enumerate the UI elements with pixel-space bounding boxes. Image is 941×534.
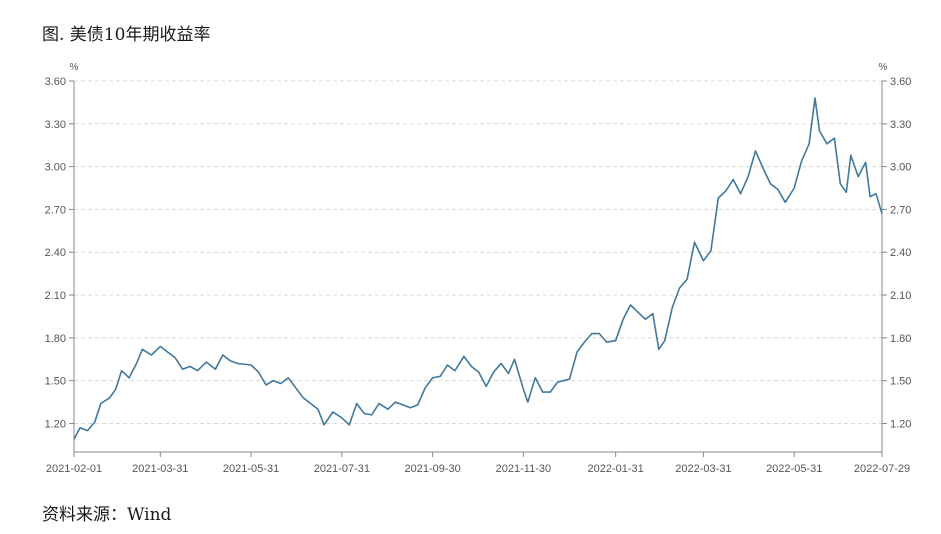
right-y-tick-label-0: 3.60 — [890, 76, 911, 88]
gridlines — [74, 80, 882, 424]
figure-title: 图. 美债10年期收益率 — [42, 25, 211, 45]
x-tick-label-8: 2022-05-31 — [766, 463, 822, 475]
right-y-tick-label-1: 3.30 — [890, 119, 911, 131]
left-y-tick-label-5: 2.10 — [45, 290, 66, 302]
x-tick-label-2: 2021-05-31 — [223, 463, 279, 475]
left-y-tick-label-3: 2.70 — [45, 204, 66, 216]
left-y-tick-label-8: 1.20 — [45, 418, 66, 430]
x-tick-label-6: 2022-01-31 — [588, 463, 644, 475]
right-y-tick-label-2: 3.00 — [890, 162, 911, 174]
right-y-tick-label-8: 1.20 — [890, 418, 911, 430]
right-y-tick-label-7: 1.50 — [890, 376, 911, 388]
x-tick-label-1: 2021-03-31 — [132, 463, 188, 475]
x-tick-label-0: 2021-02-01 — [46, 463, 102, 475]
right-axis-unit: % — [879, 62, 888, 73]
data-source-note: 资料来源：Wind — [42, 505, 172, 525]
x-tick-label-9: 2022-07-29 — [854, 463, 910, 475]
left-y-tick-label-1: 3.30 — [45, 119, 66, 131]
left-y-tick-label-4: 2.40 — [45, 247, 66, 259]
x-tick-label-4: 2021-09-30 — [404, 463, 460, 475]
left-y-tick-label-2: 3.00 — [45, 162, 66, 174]
right-y-tick-label-5: 2.10 — [890, 290, 911, 302]
right-y-tick-label-4: 2.40 — [890, 247, 911, 259]
left-y-tick-label-7: 1.50 — [45, 376, 66, 388]
axis-ticks: 3.60 3.60 3.30 3.30 3.00 3.00 2.70 2.70 2.40 2.40… — [45, 76, 912, 475]
series-line-us10y — [73, 97, 883, 440]
left-axis-unit: % — [70, 62, 79, 73]
x-tick-label-7: 2022-03-31 — [675, 463, 731, 475]
x-tick-label-5: 2021-11-30 — [496, 463, 551, 475]
right-y-tick-label-3: 2.70 — [890, 204, 911, 216]
left-y-tick-label-6: 1.80 — [45, 333, 66, 345]
left-y-tick-label-0: 3.60 — [45, 76, 66, 88]
x-tick-label-3: 2021-07-31 — [314, 463, 370, 475]
right-y-tick-label-6: 1.80 — [890, 333, 911, 345]
